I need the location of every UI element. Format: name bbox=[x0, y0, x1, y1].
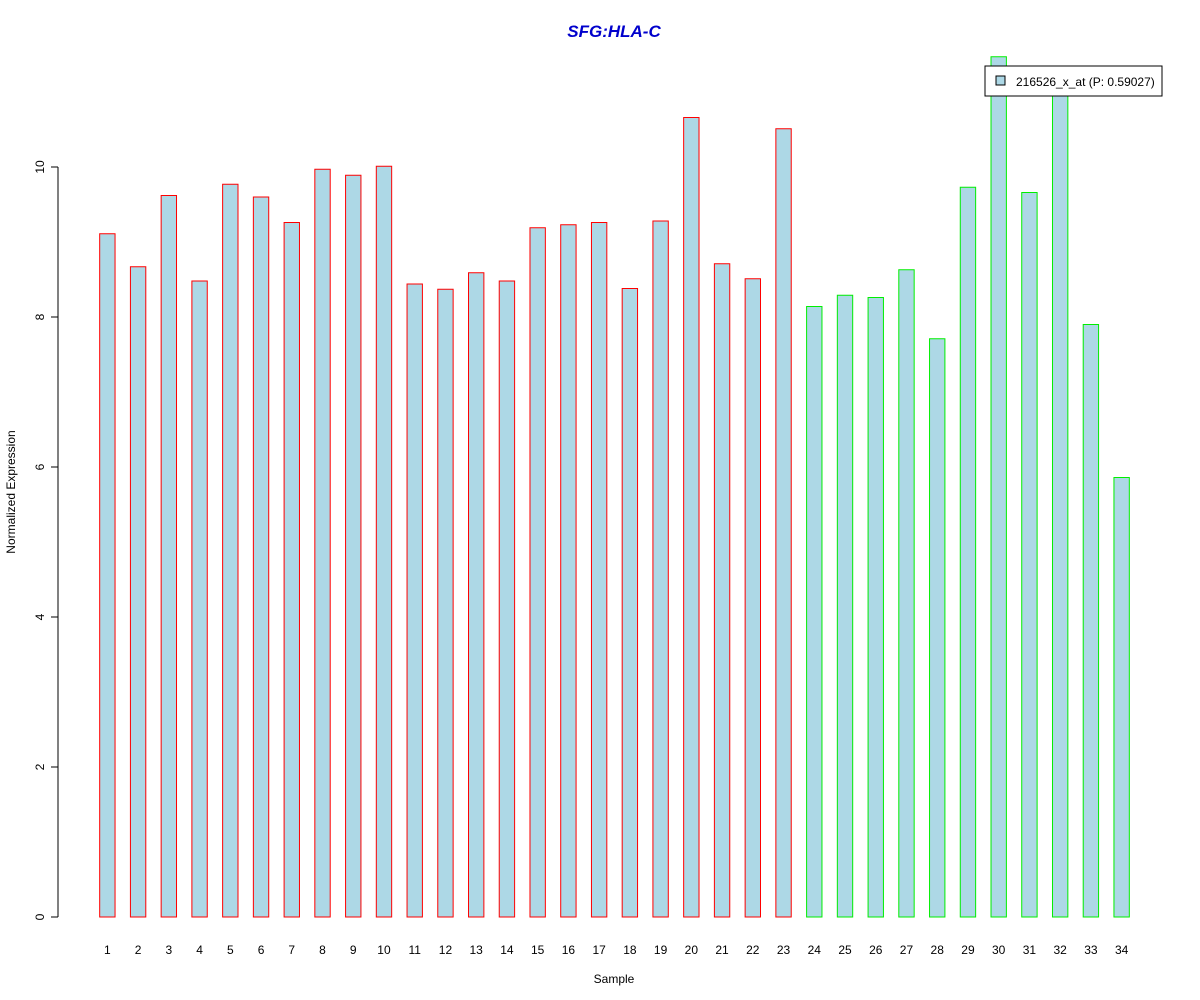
bar-sample-20 bbox=[683, 117, 700, 918]
x-tick-label: 7 bbox=[288, 943, 295, 957]
bar-sample-1 bbox=[99, 233, 116, 918]
legend-box bbox=[984, 65, 1163, 97]
y-tick-label: 2 bbox=[33, 763, 47, 770]
x-tick-label: 15 bbox=[531, 943, 545, 957]
y-axis-label: Normalized Expression bbox=[4, 430, 18, 553]
bar-sample-12 bbox=[437, 288, 454, 918]
bar-sample-10 bbox=[375, 165, 393, 918]
y-axis: 0 2 4 6 8 10 bbox=[33, 160, 59, 920]
x-tick-label: 30 bbox=[992, 943, 1006, 957]
bar-sample-7 bbox=[283, 222, 300, 918]
x-tick-label: 28 bbox=[931, 943, 945, 957]
bar-sample-27 bbox=[898, 269, 915, 918]
x-tick-label: 19 bbox=[654, 943, 668, 957]
bar-sample-8 bbox=[314, 168, 331, 918]
legend: 216526_x_at (P: 0.59027) bbox=[984, 65, 1163, 97]
x-tick-label: 33 bbox=[1084, 943, 1098, 957]
x-tick-label: 24 bbox=[808, 943, 822, 957]
x-tick-label: 34 bbox=[1115, 943, 1129, 957]
bar-sample-28 bbox=[929, 338, 946, 918]
x-tick-label: 2 bbox=[135, 943, 142, 957]
bar-sample-19 bbox=[652, 220, 669, 918]
bar-sample-32 bbox=[1051, 87, 1069, 918]
x-tick-label: 3 bbox=[165, 943, 172, 957]
bar-sample-33 bbox=[1082, 324, 1100, 918]
x-tick-label: 5 bbox=[227, 943, 234, 957]
bar-sample-25 bbox=[836, 294, 854, 918]
bar-sample-30 bbox=[990, 56, 1007, 918]
x-tick-label: 11 bbox=[408, 943, 421, 957]
bar-sample-6 bbox=[252, 196, 270, 918]
bar-sample-26 bbox=[867, 297, 884, 918]
x-tick-label: 12 bbox=[439, 943, 453, 957]
bar-sample-21 bbox=[713, 263, 731, 918]
bar-sample-14 bbox=[498, 280, 516, 918]
chart-title: SFG:HLA-C bbox=[567, 22, 661, 41]
y-tick-label: 4 bbox=[33, 613, 47, 620]
bar-sample-17 bbox=[590, 222, 608, 918]
bar-sample-9 bbox=[345, 174, 362, 918]
x-tick-label: 22 bbox=[746, 943, 760, 957]
y-tick-label: 6 bbox=[33, 463, 47, 470]
x-tick-label: 14 bbox=[500, 943, 514, 957]
bar-sample-4 bbox=[191, 280, 208, 918]
x-tick-label: 25 bbox=[838, 943, 852, 957]
x-tick-label: 9 bbox=[350, 943, 357, 957]
x-tick-label: 20 bbox=[685, 943, 699, 957]
bar-sample-24 bbox=[806, 306, 823, 918]
bar-sample-22 bbox=[744, 278, 762, 918]
bar-sample-31 bbox=[1021, 192, 1038, 918]
bar-sample-13 bbox=[468, 272, 485, 918]
x-tick-label: 13 bbox=[470, 943, 484, 957]
y-tick-label: 0 bbox=[33, 913, 47, 920]
x-tick-label: 1 bbox=[104, 943, 111, 957]
bar-sample-18 bbox=[621, 288, 639, 918]
x-tick-label: 29 bbox=[961, 943, 975, 957]
y-tick-label: 8 bbox=[33, 313, 47, 320]
x-tick-label: 23 bbox=[777, 943, 791, 957]
bar-sample-29 bbox=[959, 186, 977, 918]
x-tick-labels: 1 2 3 4 5 6 7 8 9 10 11 12 13 14 15 16 17 18 19 20 21 22 23 24 2… bbox=[104, 943, 1129, 957]
x-tick-label: 27 bbox=[900, 943, 914, 957]
x-tick-label: 10 bbox=[377, 943, 391, 957]
x-tick-label: 18 bbox=[623, 943, 637, 957]
x-axis-label: Sample bbox=[594, 972, 635, 986]
x-tick-label: 32 bbox=[1053, 943, 1067, 957]
bar-sample-34 bbox=[1113, 477, 1130, 918]
x-tick-label: 16 bbox=[562, 943, 576, 957]
bar-sample-23 bbox=[775, 128, 792, 918]
bar-sample-3 bbox=[160, 195, 178, 918]
legend-swatch bbox=[995, 75, 1006, 86]
x-tick-label: 6 bbox=[258, 943, 265, 957]
bar-sample-16 bbox=[560, 224, 577, 918]
x-tick-label: 8 bbox=[319, 943, 326, 957]
y-tick-label: 10 bbox=[33, 160, 47, 174]
x-tick-label: 26 bbox=[869, 943, 883, 957]
bar-sample-5 bbox=[222, 183, 239, 918]
legend-label: 216526_x_at (P: 0.59027) bbox=[1016, 75, 1155, 89]
x-tick-label: 31 bbox=[1023, 943, 1037, 957]
x-tick-label: 21 bbox=[715, 943, 729, 957]
bar-sample-11 bbox=[406, 283, 423, 918]
bar-sample-15 bbox=[529, 227, 546, 918]
x-tick-label: 17 bbox=[592, 943, 606, 957]
bar-sample-2 bbox=[129, 266, 147, 918]
bars-group bbox=[99, 56, 1130, 918]
x-tick-label: 4 bbox=[196, 943, 203, 957]
